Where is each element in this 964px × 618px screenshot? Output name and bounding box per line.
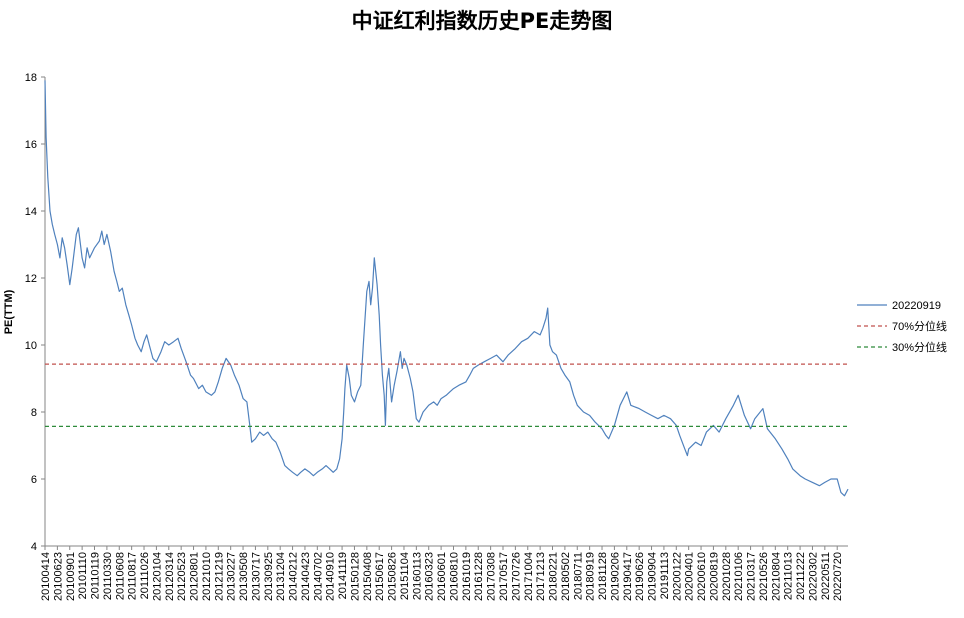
x-tick-label: 20210804 <box>770 552 782 601</box>
x-tick-label: 20110817 <box>127 552 139 600</box>
pe-series-line <box>44 80 849 497</box>
x-tick-label: 20180919 <box>585 552 597 601</box>
x-tick-label: 20200401 <box>684 552 696 601</box>
x-tick-label: 20180711 <box>572 552 584 600</box>
x-tick-label: 20130925 <box>263 552 275 601</box>
x-tick-label: 20100623 <box>52 552 64 601</box>
x-tick-label: 20150128 <box>349 552 361 601</box>
x-tick-label: 20180221 <box>548 552 560 601</box>
x-tick-label: 20141119 <box>337 552 349 599</box>
x-tick-label: 20130227 <box>226 552 238 601</box>
x-tick-label: 20121219 <box>213 552 225 601</box>
x-tick-label: 20200819 <box>708 552 720 601</box>
x-tick-label: 20161228 <box>473 552 485 601</box>
x-tick-label: 20100414 <box>40 552 52 601</box>
x-tick-label: 20210317 <box>746 552 758 601</box>
x-tick-label: 20131204 <box>275 552 287 601</box>
x-tick-label: 20161019 <box>461 552 473 601</box>
x-tick-label: 20190206 <box>609 552 621 601</box>
x-tick-label: 20111026 <box>139 552 151 599</box>
x-tick-label: 20171004 <box>523 552 535 601</box>
x-tick-label: 20110608 <box>114 552 126 600</box>
x-tick-label: 20150408 <box>362 552 374 601</box>
x-tick-label: 20180502 <box>560 552 572 601</box>
x-tick-label: 20120314 <box>164 552 176 601</box>
x-tick-label: 20140423 <box>300 552 312 601</box>
legend-label: 70%分位线 <box>892 319 947 333</box>
plot-area <box>44 80 849 497</box>
y-tick-label: 16 <box>25 139 37 151</box>
x-tick-label: 20120523 <box>176 552 188 601</box>
x-tick-label: 20181128 <box>597 552 609 600</box>
x-tick-label: 20210526 <box>758 552 770 601</box>
x-tick-label: 20170517 <box>498 552 510 601</box>
x-tick-label: 20201028 <box>721 552 733 601</box>
x-tick-label: 20220720 <box>832 552 844 601</box>
x-tick-label: 20211013 <box>783 552 795 600</box>
x-tick-label: 20171213 <box>535 552 547 601</box>
y-tick-label: 18 <box>25 72 37 84</box>
x-tick-label: 20190626 <box>634 552 646 601</box>
x-tick-label: 20210106 <box>733 552 745 601</box>
x-ticks: 20100414 20100623 20100901 20101110 20110119… <box>40 546 844 601</box>
x-tick-label: 20110119 <box>90 552 102 599</box>
x-tick-label: 20211222 <box>795 552 807 600</box>
x-tick-label: 20200610 <box>696 552 708 601</box>
x-tick-label: 20160601 <box>436 552 448 601</box>
x-tick-label: 20150826 <box>387 552 399 601</box>
x-tick-label: 20151104 <box>399 552 411 600</box>
x-tick-label: 20190904 <box>647 552 659 601</box>
x-tick-label: 20120801 <box>189 552 201 601</box>
x-tick-label: 20160810 <box>448 552 460 601</box>
x-tick-label: 20140212 <box>288 552 300 601</box>
y-tick-label: 6 <box>31 474 37 486</box>
x-tick-label: 20100901 <box>65 552 77 601</box>
y-axis-label: PE(TTM) <box>3 289 15 334</box>
x-tick-label: 20200122 <box>671 552 683 601</box>
x-tick-label: 20121010 <box>201 552 213 601</box>
y-tick-label: 8 <box>31 407 37 419</box>
x-tick-label: 20140702 <box>312 552 324 601</box>
x-tick-label: 20191113 <box>659 552 671 599</box>
legend-label: 20220919 <box>892 300 941 312</box>
x-tick-label: 20130508 <box>238 552 250 601</box>
x-tick-label: 20110330 <box>102 552 114 600</box>
chart-title: 中证红利指数历史PE走势图 <box>352 9 613 33</box>
y-tick-label: 14 <box>25 206 37 218</box>
x-tick-label: 20170308 <box>486 552 498 601</box>
y-tick-label: 10 <box>25 340 37 352</box>
y-tick-label: 12 <box>25 273 37 285</box>
y-ticks: 4 6 8 10 12 14 16 18 <box>25 72 45 553</box>
x-tick-label: 20140910 <box>325 552 337 601</box>
legend-label: 30%分位线 <box>892 340 947 354</box>
x-tick-label: 20190417 <box>622 552 634 601</box>
x-tick-label: 20150617 <box>374 552 386 601</box>
x-tick-label: 20120104 <box>151 552 163 601</box>
x-tick-label: 20220302 <box>807 552 819 601</box>
y-tick-label: 4 <box>31 541 37 553</box>
x-tick-label: 20101110 <box>77 552 89 599</box>
x-tick-label: 20220511 <box>820 552 832 600</box>
legend: 20220919 70%分位线 30%分位线 <box>857 300 947 354</box>
x-tick-label: 20130717 <box>250 552 262 601</box>
axes <box>44 77 848 547</box>
x-tick-label: 20160113 <box>411 552 423 600</box>
x-tick-label: 20170726 <box>510 552 522 601</box>
x-tick-label: 20160323 <box>424 552 436 601</box>
